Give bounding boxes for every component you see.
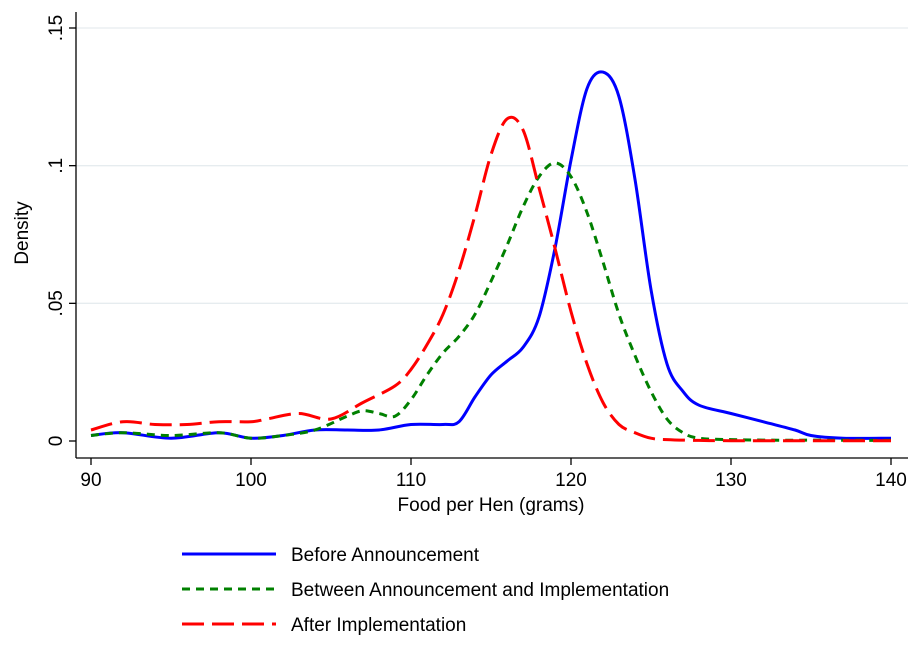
legend-label-between-announcement-and-implementation: Between Announcement and Implementation (291, 580, 669, 601)
y-tick-label: .05 (46, 290, 67, 316)
x-tick-label: 130 (715, 470, 747, 491)
y-axis-title: Density (12, 201, 33, 265)
grid-lines (76, 27, 908, 304)
legend-label-after-implementation: After Implementation (291, 615, 466, 636)
series-line-before-announcement (90, 70, 892, 440)
y-tick-label: .15 (46, 15, 67, 41)
series-line-between-announcement-and-implementation (90, 161, 892, 442)
series-lines (90, 70, 892, 443)
x-axis-title: Food per Hen (grams) (398, 495, 585, 516)
legend: Before Announcement Between Announcement … (182, 545, 669, 636)
series-line-after-implementation (90, 115, 891, 443)
legend-label-before-announcement: Before Announcement (291, 545, 480, 566)
x-tick-label: 110 (396, 470, 426, 491)
x-tick-label: 120 (555, 470, 587, 491)
y-tick-label: 0 (46, 436, 67, 447)
x-tick-label: 140 (875, 470, 907, 491)
axes: 90 100 110 120 130 140 0 .05 .1 .15 (46, 12, 908, 491)
x-tick-label: 100 (235, 470, 267, 491)
x-tick-label: 90 (80, 470, 101, 491)
y-tick-label: .1 (46, 158, 67, 174)
